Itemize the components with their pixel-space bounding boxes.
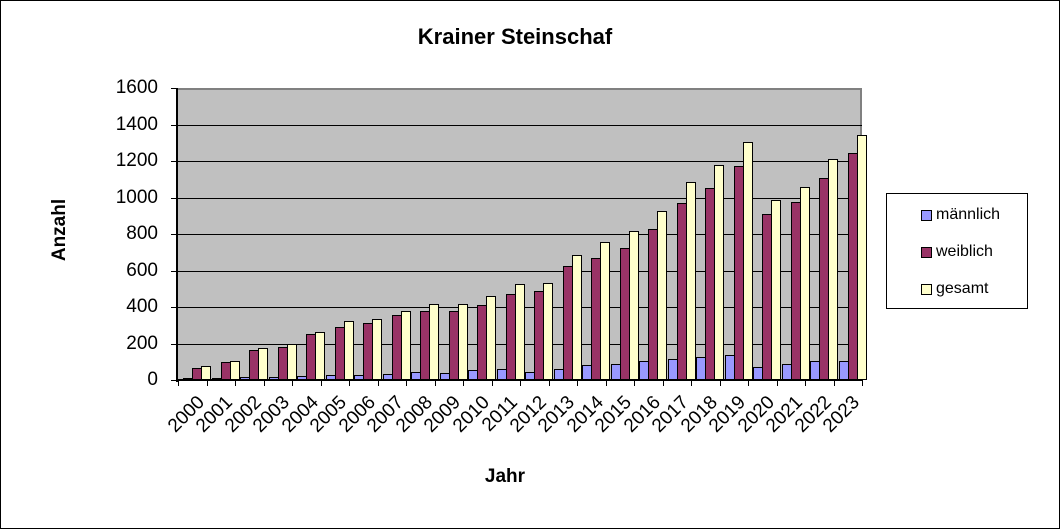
bar-2005-2 (343, 320, 354, 380)
x-tick-mark (606, 380, 607, 386)
bar-2016-2 (657, 210, 667, 380)
x-tick-mark (663, 380, 664, 386)
bar-2019-2 (742, 142, 753, 380)
y-tick-mark (171, 380, 177, 381)
y-tick-mark (171, 307, 177, 308)
bar-2006-2 (372, 318, 382, 380)
bar-2004-2 (315, 331, 325, 380)
gridline (178, 161, 862, 162)
bar-2021-2 (799, 186, 810, 380)
bar-2013-2 (571, 254, 582, 380)
y-tick-mark (171, 271, 177, 272)
x-tick-mark (463, 380, 464, 386)
bar-2001-2 (229, 360, 240, 380)
x-tick-mark (748, 380, 749, 386)
y-axis-label: Anzahl (49, 198, 70, 262)
x-tick-mark (406, 380, 407, 386)
legend-item-maennlich: männlich (921, 206, 1000, 224)
bar-2014-2 (600, 242, 610, 380)
gridline (178, 234, 862, 235)
legend-swatch (921, 283, 932, 295)
y-tick-mark (171, 88, 177, 89)
x-tick-mark (178, 380, 179, 386)
y-tick-mark (171, 198, 177, 199)
y-tick-mark (171, 161, 177, 162)
bar-2022-2 (828, 158, 838, 380)
x-tick-mark (862, 380, 863, 386)
x-tick-mark (777, 380, 778, 386)
bar-2023-2 (856, 135, 867, 380)
x-axis (176, 379, 862, 381)
legend-swatch (921, 209, 932, 221)
bar-2015-2 (628, 230, 639, 380)
x-tick-mark (435, 380, 436, 386)
y-tick-label: 800 (126, 223, 158, 244)
y-axis (176, 88, 178, 382)
y-tick-mark (171, 344, 177, 345)
bar-2012-2 (543, 282, 553, 380)
y-tick-label: 600 (126, 260, 158, 281)
legend-swatch (921, 246, 932, 258)
y-tick-label: 1400 (115, 114, 158, 135)
y-tick-label: 0 (147, 369, 158, 390)
legend-label: gesamt (936, 280, 989, 297)
bar-2002-2 (258, 348, 268, 380)
bar-2018-2 (714, 164, 724, 380)
chart-title: Krainer Steinschaf (417, 24, 613, 49)
x-tick-mark (321, 380, 322, 386)
x-tick-mark (634, 380, 635, 386)
x-tick-mark (264, 380, 265, 386)
x-tick-mark (691, 380, 692, 386)
legend-label: weiblich (936, 243, 993, 260)
legend: männlich weiblich gesamt (886, 193, 1028, 309)
gridline (178, 198, 862, 199)
bar-2000-2 (201, 366, 211, 380)
y-tick-label: 1200 (115, 150, 158, 171)
bar-2011-2 (514, 283, 525, 380)
x-axis-label: Jahr (484, 466, 526, 487)
x-tick-mark (349, 380, 350, 386)
gridline (178, 271, 862, 272)
bar-2003-2 (286, 344, 297, 380)
bar-2017-2 (685, 181, 696, 380)
x-tick-mark (549, 380, 550, 386)
bar-2010-2 (486, 296, 496, 380)
x-tick-mark (292, 380, 293, 386)
legend-label: männlich (936, 206, 1001, 223)
y-tick-label: 1600 (115, 77, 158, 98)
x-tick-mark (235, 380, 236, 386)
x-tick-mark (720, 380, 721, 386)
bar-2008-2 (429, 304, 439, 380)
x-tick-mark (805, 380, 806, 386)
y-tick-label: 1000 (115, 187, 158, 208)
bar-2020-2 (771, 199, 781, 380)
bar-2009-2 (457, 304, 468, 380)
x-tick-mark (378, 380, 379, 386)
x-tick-mark (577, 380, 578, 386)
bar-2007-2 (400, 310, 411, 380)
x-tick-mark (492, 380, 493, 386)
x-tick-mark (520, 380, 521, 386)
y-tick-mark (171, 125, 177, 126)
y-tick-mark (171, 234, 177, 235)
legend-item-weiblich: weiblich (921, 243, 993, 261)
x-tick-mark (834, 380, 835, 386)
y-tick-label: 200 (126, 333, 158, 354)
gridline (178, 125, 862, 126)
y-tick-label: 400 (126, 296, 158, 317)
legend-item-gesamt: gesamt (921, 280, 988, 298)
x-tick-mark (207, 380, 208, 386)
